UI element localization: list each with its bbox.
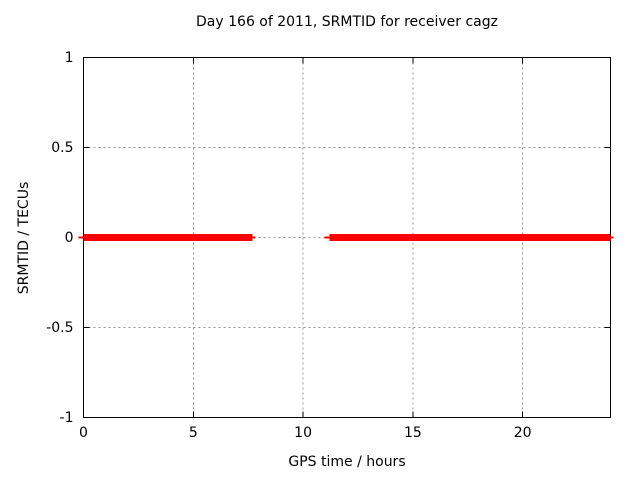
- chart-title: Day 166 of 2011, SRMTID for receiver cag…: [196, 14, 498, 30]
- y-tick-label: 0: [64, 229, 74, 246]
- y-tick-label: 1: [64, 49, 74, 66]
- y-axis-label: SRMTID / TECUs: [16, 181, 32, 295]
- x-tick-label: 15: [403, 425, 422, 441]
- y-tick-label: -0.5: [46, 319, 74, 336]
- x-tick-label: 5: [188, 425, 198, 441]
- y-tick-label: -1: [59, 409, 74, 426]
- x-tick-label: 20: [513, 425, 532, 441]
- x-axis-label: GPS time / hours: [288, 454, 406, 470]
- x-tick-label: 0: [79, 425, 88, 441]
- x-tick-label: 10: [294, 425, 312, 441]
- y-tick-label: 0.5: [51, 139, 74, 156]
